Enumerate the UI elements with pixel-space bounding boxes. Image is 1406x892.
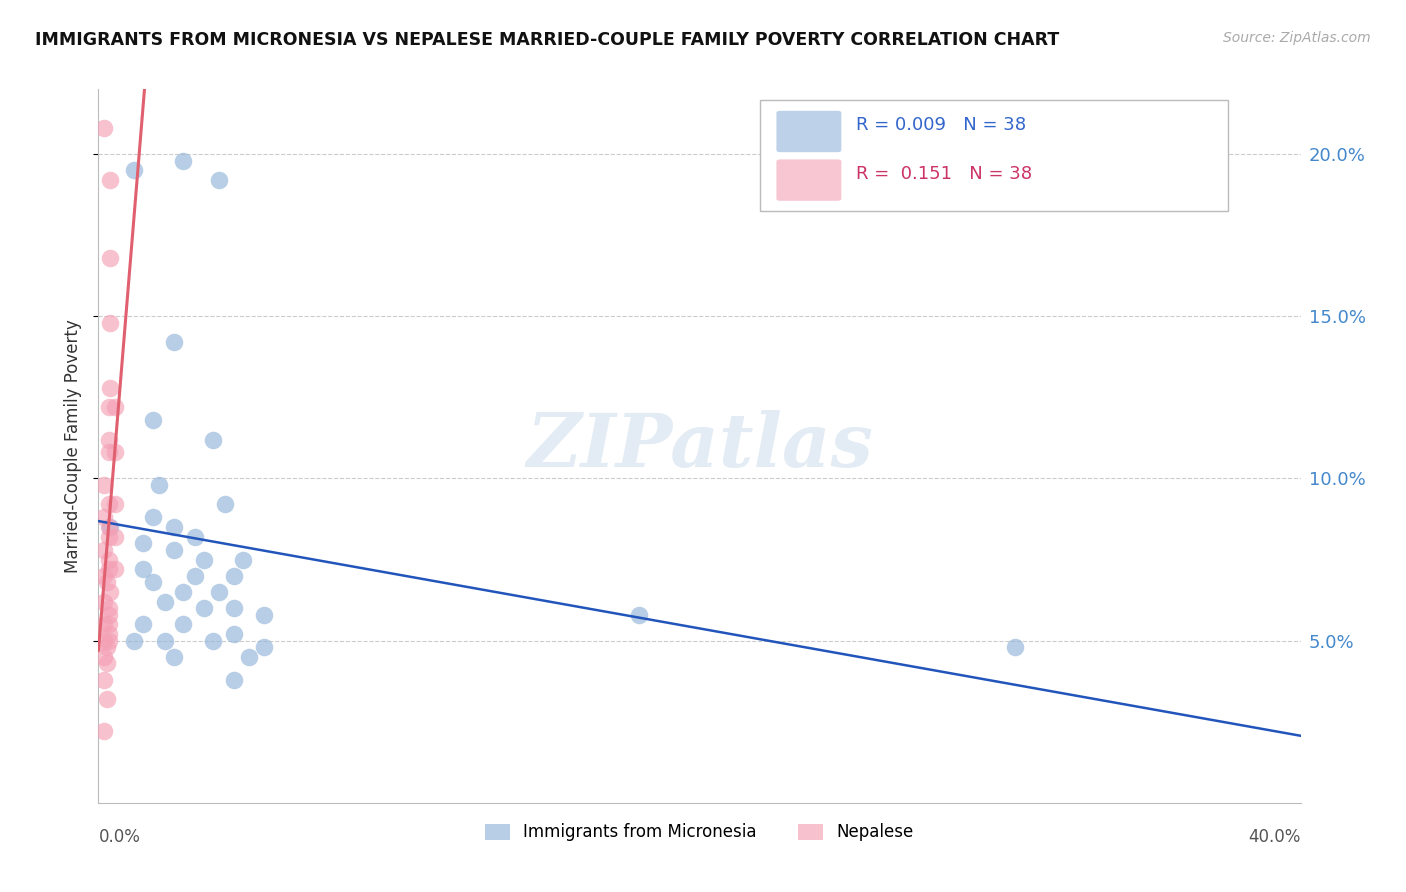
Point xyxy=(162,520,184,534)
FancyBboxPatch shape xyxy=(759,100,1229,211)
Point xyxy=(232,552,254,566)
Point xyxy=(96,657,118,671)
Point xyxy=(141,413,163,427)
Point xyxy=(141,510,163,524)
Point xyxy=(97,530,120,544)
Point xyxy=(93,649,115,664)
Point xyxy=(93,617,115,632)
Point xyxy=(104,400,127,414)
Point xyxy=(97,633,120,648)
Point xyxy=(124,633,146,648)
Point xyxy=(93,478,115,492)
Point xyxy=(193,552,215,566)
Point xyxy=(193,601,215,615)
Point xyxy=(162,649,184,664)
Point xyxy=(97,497,120,511)
Text: ZIPatlas: ZIPatlas xyxy=(526,409,873,483)
Point xyxy=(104,497,127,511)
Legend: Immigrants from Micronesia, Nepalese: Immigrants from Micronesia, Nepalese xyxy=(478,817,921,848)
Point xyxy=(132,536,155,550)
Point xyxy=(172,617,194,632)
Point xyxy=(97,433,120,447)
Point xyxy=(162,542,184,557)
Point xyxy=(253,607,276,622)
Point xyxy=(222,673,245,687)
Point xyxy=(222,568,245,582)
Point xyxy=(97,617,120,632)
Point xyxy=(98,585,121,599)
Point xyxy=(93,568,115,582)
Point xyxy=(238,649,260,664)
Point xyxy=(172,585,194,599)
Point xyxy=(253,640,276,654)
Point xyxy=(141,575,163,590)
Point xyxy=(124,163,146,178)
Point xyxy=(93,724,115,739)
Text: R =  0.151   N = 38: R = 0.151 N = 38 xyxy=(856,165,1032,183)
Point xyxy=(100,520,122,534)
Point xyxy=(183,530,205,544)
Point xyxy=(96,575,118,590)
Point xyxy=(93,595,115,609)
Point xyxy=(208,173,231,187)
FancyBboxPatch shape xyxy=(776,111,841,153)
Point xyxy=(100,173,122,187)
Point xyxy=(153,595,176,609)
Text: R = 0.009   N = 38: R = 0.009 N = 38 xyxy=(856,116,1026,134)
FancyBboxPatch shape xyxy=(776,160,841,201)
Point xyxy=(96,692,118,706)
Text: 40.0%: 40.0% xyxy=(1249,828,1301,846)
Point xyxy=(96,640,118,654)
Text: 0.0%: 0.0% xyxy=(98,828,141,846)
Text: IMMIGRANTS FROM MICRONESIA VS NEPALESE MARRIED-COUPLE FAMILY POVERTY CORRELATION: IMMIGRANTS FROM MICRONESIA VS NEPALESE M… xyxy=(35,31,1059,49)
Point xyxy=(97,627,120,641)
Point xyxy=(208,585,231,599)
Point xyxy=(97,607,120,622)
Point xyxy=(132,562,155,576)
Point xyxy=(100,381,122,395)
Point xyxy=(132,617,155,632)
Point xyxy=(628,607,651,622)
Point xyxy=(222,601,245,615)
Point xyxy=(93,542,115,557)
Point xyxy=(214,497,236,511)
Point xyxy=(201,633,224,648)
Point xyxy=(100,316,122,330)
Point xyxy=(93,633,115,648)
Point xyxy=(97,601,120,615)
Point xyxy=(93,121,115,136)
Point xyxy=(97,520,120,534)
Point xyxy=(97,562,120,576)
Point xyxy=(172,153,194,168)
Point xyxy=(162,335,184,350)
Text: Source: ZipAtlas.com: Source: ZipAtlas.com xyxy=(1223,31,1371,45)
Point xyxy=(97,445,120,459)
Point xyxy=(100,251,122,265)
Point xyxy=(201,433,224,447)
Point xyxy=(97,552,120,566)
Point xyxy=(97,400,120,414)
Point xyxy=(104,530,127,544)
Point xyxy=(93,673,115,687)
Point xyxy=(183,568,205,582)
Y-axis label: Married-Couple Family Poverty: Married-Couple Family Poverty xyxy=(65,319,83,573)
Point xyxy=(148,478,170,492)
Point xyxy=(93,510,115,524)
Point xyxy=(153,633,176,648)
Point xyxy=(222,627,245,641)
Point xyxy=(104,562,127,576)
Point xyxy=(1004,640,1026,654)
Point xyxy=(104,445,127,459)
